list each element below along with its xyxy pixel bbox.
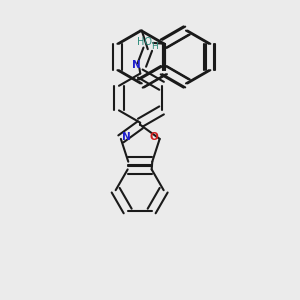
Text: N: N xyxy=(122,132,130,142)
Text: H: H xyxy=(151,42,158,51)
Text: N: N xyxy=(132,60,141,70)
Text: HO: HO xyxy=(137,37,152,47)
Text: O: O xyxy=(150,132,159,142)
